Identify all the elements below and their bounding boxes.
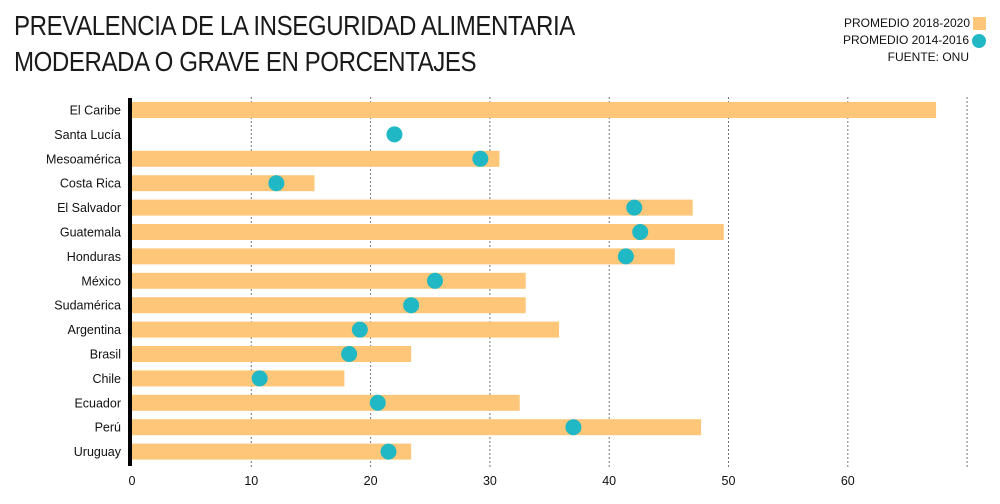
bar-brasil — [132, 346, 412, 362]
category-label-brasil: Brasil — [90, 348, 121, 362]
dot-ecuador — [369, 394, 386, 411]
bar-ecuador — [132, 394, 520, 411]
bar-uruguay — [132, 443, 412, 460]
bars-2018-2020 — [132, 102, 937, 460]
category-label-argentina: Argentina — [67, 323, 121, 337]
dot-brasil — [341, 346, 358, 362]
bar-el-salvador — [132, 199, 693, 216]
chart-title: PREVALENCIA DE LA INSEGURIDAD ALIMENTARI… — [14, 8, 575, 80]
legend-label-2018-2020: PROMEDIO 2018-2020 — [843, 16, 970, 30]
bar-el-caribe — [132, 102, 937, 118]
category-label-honduras: Honduras — [67, 250, 121, 264]
dot-guatemala — [632, 224, 649, 240]
category-label-mesoamerica: Mesoamérica — [46, 152, 121, 166]
category-label-uruguay: Uruguay — [74, 445, 122, 459]
source-text: FUENTE: ONU — [887, 50, 969, 64]
dot-uruguay — [380, 443, 397, 460]
legend-bar-swatch — [973, 17, 986, 30]
bar-honduras — [132, 248, 675, 265]
category-label-mexico: México — [81, 274, 121, 288]
x-axis-ticks: 0 10 20 30 40 50 60 — [129, 474, 855, 488]
x-tick-label-0: 0 — [129, 474, 136, 488]
x-tick-label-30: 30 — [483, 474, 497, 488]
bar-argentina — [132, 321, 560, 338]
bar-peru — [132, 419, 702, 436]
x-tick-label-20: 20 — [364, 474, 378, 488]
category-labels: El Caribe Santa Lucía Mesoamérica Costa Ric… — [46, 104, 122, 460]
category-label-ecuador: Ecuador — [74, 396, 121, 410]
dot-santa-lucia — [386, 126, 403, 143]
x-tick-label-60: 60 — [841, 474, 855, 488]
category-label-el-caribe: El Caribe — [70, 104, 121, 118]
y-axis-line — [128, 98, 132, 466]
bar-mexico — [132, 272, 526, 289]
category-label-guatemala: Guatemala — [60, 226, 121, 240]
dot-mexico — [427, 272, 444, 289]
dot-peru — [565, 419, 582, 436]
category-label-santa-lucia: Santa Lucía — [54, 128, 121, 142]
x-tick-label-50: 50 — [722, 474, 736, 488]
x-tick-label-10: 10 — [244, 474, 258, 488]
category-label-costa-rica: Costa Rica — [60, 177, 121, 191]
x-tick-label-40: 40 — [602, 474, 616, 488]
dot-sudamerica — [403, 297, 420, 314]
dot-argentina — [351, 321, 368, 338]
legend-label-2014-2016: PROMEDIO 2014-2016 — [842, 33, 969, 47]
source-note: FUENTE: ONU — [843, 49, 986, 66]
bar-chile — [132, 370, 345, 387]
legend-item-2018-2020: PROMEDIO 2018-2020 — [843, 15, 986, 32]
dots-2014-2016 — [251, 126, 649, 460]
legend-item-2014-2016: PROMEDIO 2014-2016 — [843, 32, 986, 49]
dot-costa-rica — [268, 175, 285, 192]
legend: PROMEDIO 2018-2020 PROMEDIO 2014-2016 FU… — [843, 15, 986, 66]
dot-el-salvador — [626, 199, 643, 216]
category-label-chile: Chile — [93, 372, 122, 386]
bar-sudamerica — [132, 297, 526, 314]
dot-mesoamerica — [472, 150, 489, 167]
bar-costa-rica — [132, 175, 315, 192]
bar-guatemala — [132, 224, 724, 240]
chart-title-line-2: MODERADA O GRAVE EN PORCENTAJES — [14, 46, 477, 77]
chart-title-line-1: PREVALENCIA DE LA INSEGURIDAD ALIMENTARI… — [14, 10, 575, 41]
legend-dot-swatch — [972, 33, 986, 48]
category-label-peru: Perú — [95, 421, 121, 435]
bar-mesoamerica — [132, 150, 500, 167]
dot-honduras — [617, 248, 634, 265]
dot-chile — [251, 370, 268, 387]
category-label-sudamerica: Sudamérica — [54, 299, 121, 313]
category-label-el-salvador: El Salvador — [57, 201, 121, 215]
